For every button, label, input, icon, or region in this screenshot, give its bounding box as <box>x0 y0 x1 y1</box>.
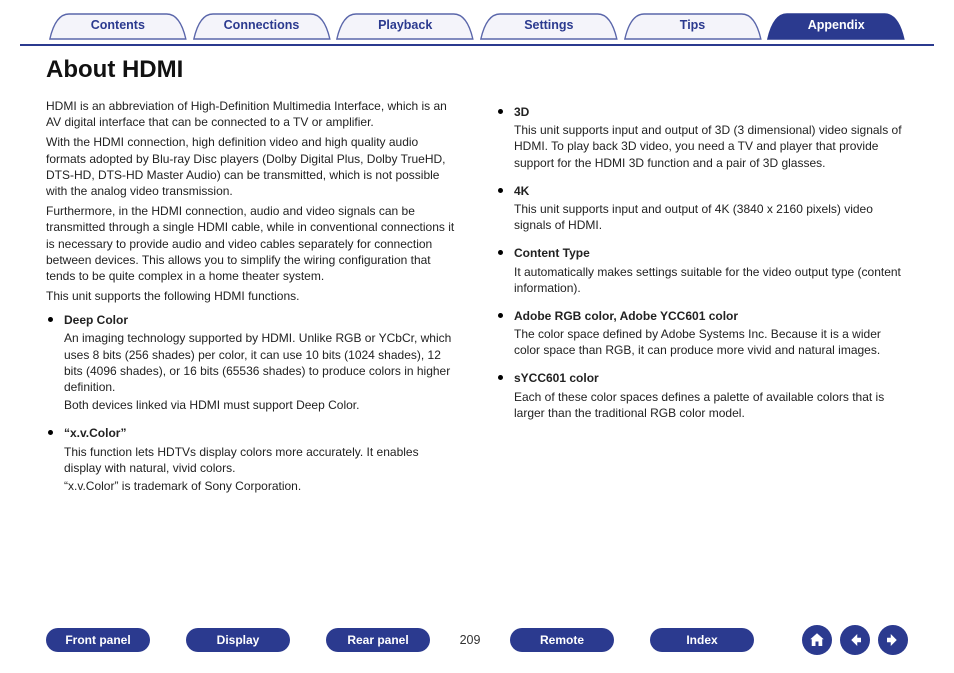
remote-button[interactable]: Remote <box>510 628 614 652</box>
bullet-body: An imaging technology supported by HDMI.… <box>64 330 458 395</box>
bullet-title: Content Type <box>514 245 908 261</box>
bullet-body: The color space defined by Adobe Systems… <box>514 326 908 358</box>
bullet-item: 4K This unit supports input and output of… <box>510 183 908 234</box>
index-button[interactable]: Index <box>650 628 754 652</box>
intro-para: Furthermore, in the HDMI connection, aud… <box>46 203 458 284</box>
tab-playback[interactable]: Playback <box>333 12 477 40</box>
bullet-item: Adobe RGB color, Adobe YCC601 color The c… <box>510 308 908 359</box>
bullet-body: This unit supports input and output of 3… <box>514 122 908 171</box>
right-column: 3D This unit supports input and output of… <box>496 98 908 506</box>
bullet-body: Each of these color spaces defines a pal… <box>514 389 908 421</box>
bullet-item: sYCC601 color Each of these color spaces … <box>510 370 908 421</box>
bullet-item: 3D This unit supports input and output of… <box>510 104 908 171</box>
bullet-title: sYCC601 color <box>514 370 908 386</box>
rear-panel-button[interactable]: Rear panel <box>326 628 430 652</box>
bullet-item: “x.v.Color” This function lets HDTVs disp… <box>60 425 458 494</box>
tab-appendix[interactable]: Appendix <box>764 12 908 40</box>
bullet-title: Adobe RGB color, Adobe YCC601 color <box>514 308 908 324</box>
next-icon[interactable] <box>878 625 908 655</box>
bullet-body: It automatically makes settings suitable… <box>514 264 908 296</box>
tab-underline <box>20 44 934 46</box>
bullet-body: This function lets HDTVs display colors … <box>64 444 458 476</box>
page-title: About HDMI <box>46 56 908 84</box>
bullet-item: Deep Color An imaging technology supporte… <box>60 312 458 413</box>
front-panel-button[interactable]: Front panel <box>46 628 150 652</box>
tab-settings[interactable]: Settings <box>477 12 621 40</box>
bullet-body: “x.v.Color” is trademark of Sony Corpora… <box>64 478 458 494</box>
top-tabs: Contents Connections Playback Settings T… <box>46 12 908 40</box>
bullet-title: 3D <box>514 104 908 120</box>
prev-icon[interactable] <box>840 625 870 655</box>
left-column: HDMI is an abbreviation of High-Definiti… <box>46 98 458 506</box>
bullet-title: 4K <box>514 183 908 199</box>
bullet-title: “x.v.Color” <box>64 425 458 441</box>
intro-para: HDMI is an abbreviation of High-Definiti… <box>46 98 458 130</box>
tab-connections[interactable]: Connections <box>190 12 334 40</box>
bullet-body: Both devices linked via HDMI must suppor… <box>64 397 458 413</box>
bullet-item: Content Type It automatically makes setti… <box>510 245 908 296</box>
intro-para: With the HDMI connection, high definitio… <box>46 134 458 199</box>
bullet-title: Deep Color <box>64 312 458 328</box>
bullet-body: This unit supports input and output of 4… <box>514 201 908 233</box>
home-icon[interactable] <box>802 625 832 655</box>
bottom-bar: Front panel Display Rear panel 209 Remote I… <box>0 625 954 655</box>
display-button[interactable]: Display <box>186 628 290 652</box>
page-number: 209 <box>454 633 486 647</box>
tab-tips[interactable]: Tips <box>621 12 765 40</box>
intro-para: This unit supports the following HDMI fu… <box>46 288 458 304</box>
tab-contents[interactable]: Contents <box>46 12 190 40</box>
